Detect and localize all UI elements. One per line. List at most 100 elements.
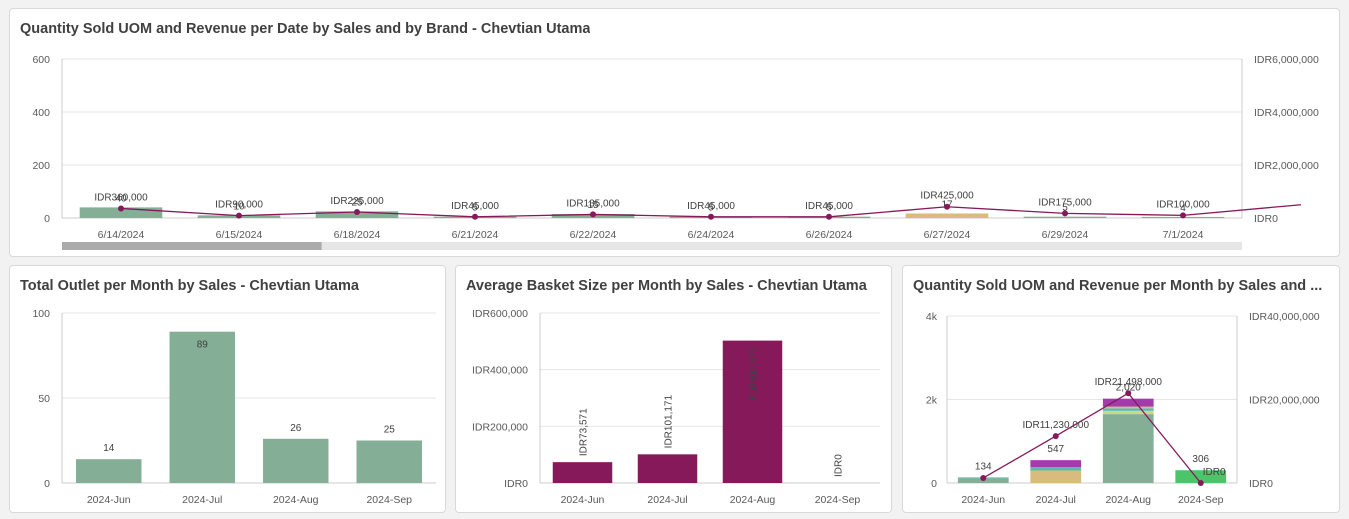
- x-tick-label: 2024-Jul: [1036, 494, 1076, 506]
- revenue-point: [236, 212, 242, 219]
- bar-value-label: 14: [103, 443, 115, 454]
- bar-segment: [1102, 414, 1154, 483]
- revenue-point: [472, 213, 478, 220]
- x-tick-label: 2024-Sep: [366, 494, 412, 506]
- bar-segment: [1030, 470, 1082, 483]
- revenue-point: [354, 209, 360, 216]
- scrollbar-track: [62, 242, 1242, 250]
- bar-value-label: IDR502,571: [749, 346, 760, 400]
- bar: [169, 331, 235, 483]
- bar-value-label: 4: [1180, 203, 1186, 214]
- bar-segment: [1102, 408, 1154, 411]
- y-tick-right: IDR2,000,000: [1254, 160, 1319, 172]
- x-tick-label: 2024-Aug: [730, 494, 776, 506]
- y-tick: 50: [38, 393, 50, 405]
- bar-total-label: 2,020: [1116, 383, 1141, 394]
- y-tick-right: IDR4,000,000: [1254, 107, 1319, 119]
- bar: [79, 207, 163, 218]
- panel-top-date-chart: Quantity Sold UOM and Revenue per Date b…: [9, 8, 1340, 257]
- bar-value-label: 5: [1062, 203, 1068, 214]
- bar-value-label: IDR73,571: [579, 408, 590, 456]
- bar-segment: [1102, 406, 1154, 409]
- outlet-bar-chart[interactable]: 0 50 100 2024-Jun 14 2024-Jul 89 2024-Aug 26 2024…: [10, 266, 447, 514]
- revenue-point: [1125, 390, 1132, 397]
- x-tick-label: 2024-Jul: [182, 494, 222, 506]
- panel-basket-chart: Average Basket Size per Month by Sales -…: [455, 265, 892, 513]
- revenue-value-label: IDR175,000: [1038, 197, 1092, 208]
- revenue-point: [826, 213, 832, 220]
- x-tick-label: 6/22/2024: [570, 229, 617, 241]
- revenue-value-label: IDR11,230,000: [1022, 420, 1089, 431]
- revenue-point: [118, 205, 124, 212]
- y-tick-left: 2k: [926, 395, 938, 407]
- scrollbar-thumb[interactable]: [62, 242, 322, 250]
- revenue-point: [708, 213, 714, 220]
- bar-value-label: 25: [351, 197, 363, 208]
- y-tick-right: IDR0: [1254, 213, 1278, 225]
- x-tick-label: 6/21/2024: [452, 229, 499, 241]
- y-tick-left: 0: [931, 478, 937, 490]
- bar-value-label: 15: [587, 200, 599, 211]
- revenue-value-label: IDR45,000: [687, 201, 735, 212]
- bar-value-label: 5: [472, 203, 478, 214]
- x-tick-label: 6/24/2024: [688, 229, 735, 241]
- y-tick: 100: [32, 308, 50, 320]
- revenue-value-label: IDR90,000: [215, 200, 263, 211]
- y-tick-left: 0: [44, 213, 50, 225]
- x-tick-label: 6/29/2024: [1042, 229, 1089, 241]
- x-tick-label: 6/26/2024: [806, 229, 853, 241]
- date-combo-chart[interactable]: 0 200 400 600 IDR0 IDR2,000,000 IDR4,000,000 ID…: [10, 9, 1341, 258]
- revenue-point: [1180, 212, 1186, 219]
- revenue-point: [590, 211, 596, 218]
- bar-segment: [1102, 410, 1154, 415]
- x-tick-label: 2024-Jun: [561, 494, 605, 506]
- y-tick-right: IDR6,000,000: [1254, 54, 1319, 66]
- x-tick-label: 2024-Sep: [1178, 494, 1224, 506]
- bar-value-label: 26: [290, 423, 302, 434]
- revenue-point: [944, 203, 950, 210]
- y-tick: 0: [44, 478, 50, 490]
- y-tick-left: 600: [32, 54, 50, 66]
- revenue-value-label: IDR21,498,000: [1095, 377, 1163, 388]
- bar-value-label: 5: [826, 203, 832, 214]
- bar: [722, 340, 783, 483]
- y-tick: IDR600,000: [472, 308, 528, 320]
- x-tick-label: 6/27/2024: [924, 229, 971, 241]
- bar-value-label: 10: [233, 201, 245, 212]
- panel-monthly-chart: Quantity Sold UOM and Revenue per Month …: [902, 265, 1340, 513]
- bar: [76, 459, 142, 483]
- revenue-point: [1052, 433, 1059, 440]
- bar-segment: [1030, 467, 1082, 471]
- bar-value-label: IDR0: [834, 454, 845, 477]
- monthly-combo-chart[interactable]: 0 2k 4k IDR0 IDR20,000,000 IDR40,000,000 134 20…: [903, 266, 1341, 514]
- x-tick-label: 2024-Aug: [1105, 494, 1151, 506]
- bar: [637, 454, 698, 483]
- revenue-value-label: IDR135,000: [566, 198, 620, 209]
- bar: [1023, 216, 1107, 218]
- revenue-value-label: IDR100,000: [1156, 199, 1210, 210]
- revenue-point: [1062, 210, 1068, 217]
- y-tick-left: 400: [32, 107, 50, 119]
- basket-bar-chart[interactable]: IDR0 IDR200,000 IDR400,000 IDR600,000 2024-J…: [456, 266, 893, 514]
- bar: [905, 213, 989, 218]
- x-tick-label: 7/1/2024: [1163, 229, 1204, 241]
- revenue-value-label: IDR45,000: [451, 201, 499, 212]
- x-tick-label: 2024-Jun: [961, 494, 1005, 506]
- y-tick-left: 4k: [926, 311, 938, 323]
- x-tick-label: 2024-Aug: [273, 494, 319, 506]
- y-tick: IDR0: [504, 478, 528, 490]
- y-tick-right: IDR40,000,000: [1249, 311, 1320, 323]
- y-tick-left: 200: [32, 160, 50, 172]
- x-tick-label: 6/14/2024: [98, 229, 145, 241]
- panel-outlet-chart: Total Outlet per Month by Sales - Chevti…: [9, 265, 446, 513]
- bar-value-label: IDR101,171: [664, 395, 675, 449]
- revenue-point: [980, 474, 987, 481]
- bar-value-label: 40: [115, 193, 127, 204]
- x-tick-label: 6/15/2024: [216, 229, 263, 241]
- bar-total-label: 547: [1047, 444, 1064, 455]
- revenue-value-label: IDR0: [1203, 467, 1226, 478]
- bar-value-label: 25: [384, 425, 396, 436]
- bar-segment: [1102, 398, 1154, 407]
- x-tick-label: 2024-Sep: [815, 494, 861, 506]
- bar-segment: [1175, 470, 1227, 483]
